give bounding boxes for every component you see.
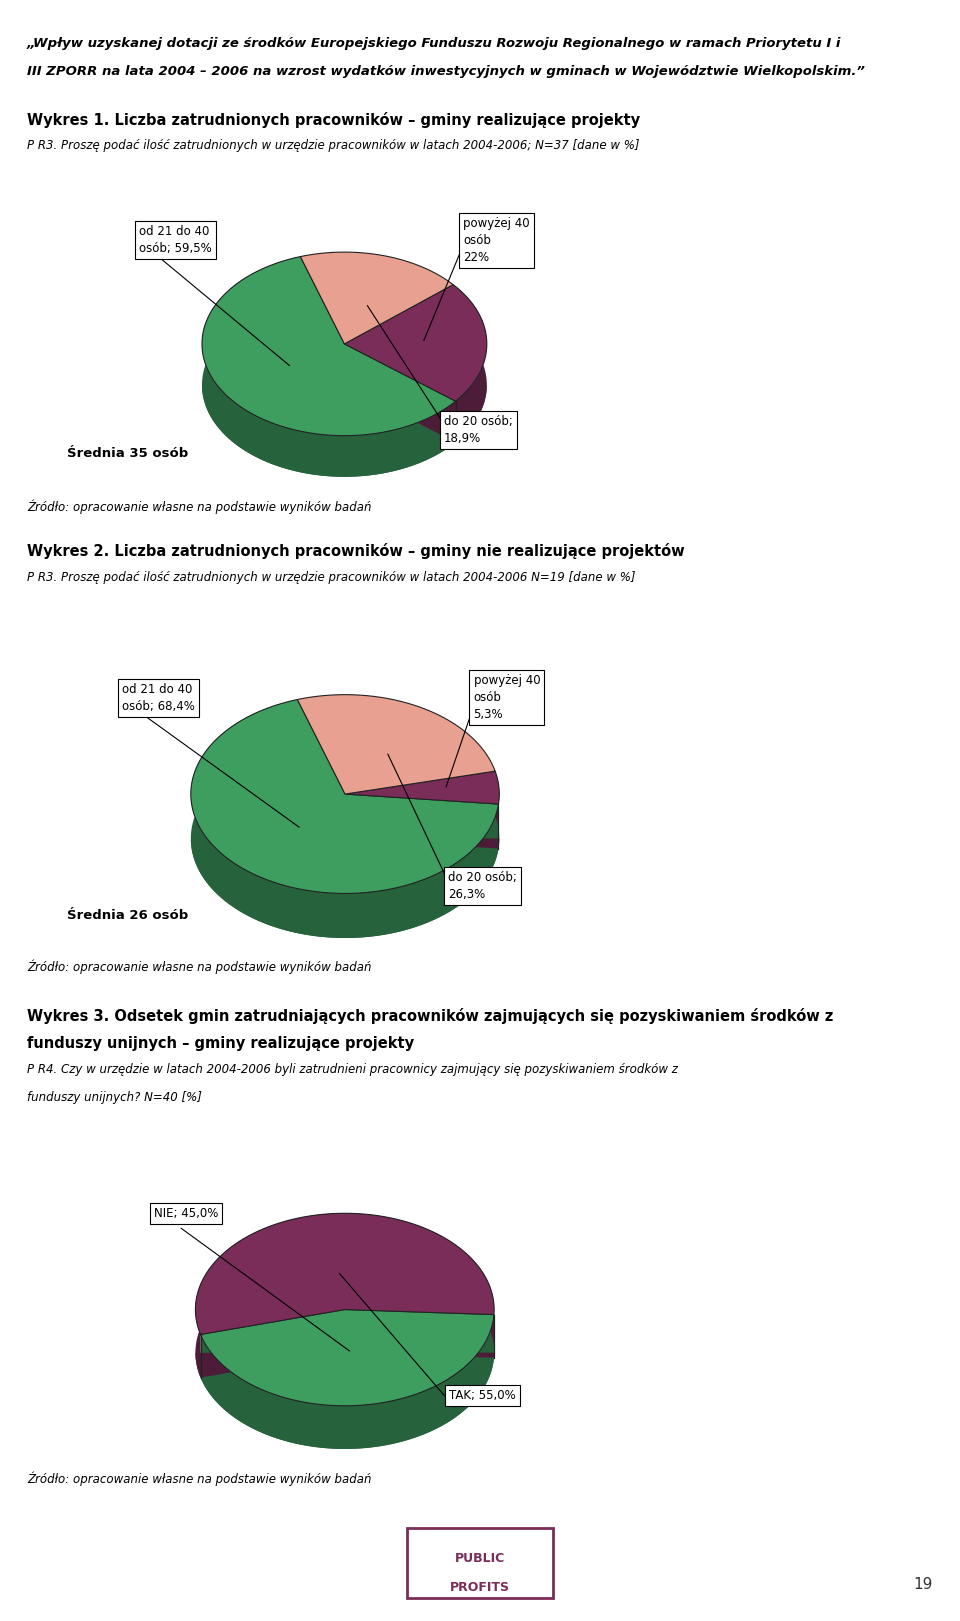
Polygon shape bbox=[453, 285, 487, 443]
Polygon shape bbox=[201, 1352, 494, 1449]
Text: III ZPORR na lata 2004 – 2006 na wzrost wydatków inwestycyjnych w gminach w Woje: III ZPORR na lata 2004 – 2006 na wzrost … bbox=[27, 65, 865, 78]
Text: powyżej 40
osób
5,3%: powyżej 40 osób 5,3% bbox=[473, 674, 540, 721]
Polygon shape bbox=[345, 838, 499, 848]
Polygon shape bbox=[201, 1315, 494, 1449]
Polygon shape bbox=[202, 256, 456, 477]
Polygon shape bbox=[191, 700, 498, 893]
Text: Średnia 35 osób: Średnia 35 osób bbox=[67, 447, 188, 460]
Polygon shape bbox=[300, 253, 453, 344]
Text: od 21 do 40
osób; 68,4%: od 21 do 40 osób; 68,4% bbox=[122, 682, 195, 713]
Text: TAK; 55,0%: TAK; 55,0% bbox=[449, 1389, 516, 1402]
Text: PROFITS: PROFITS bbox=[450, 1580, 510, 1593]
Polygon shape bbox=[202, 386, 456, 477]
Text: powyżej 40
osób
22%: powyżej 40 osób 22% bbox=[463, 217, 530, 264]
Text: PUBLIC: PUBLIC bbox=[455, 1553, 505, 1566]
Polygon shape bbox=[345, 386, 487, 443]
Text: NIE; 45,0%: NIE; 45,0% bbox=[154, 1206, 218, 1219]
Text: do 20 osób;
26,3%: do 20 osób; 26,3% bbox=[448, 870, 516, 901]
Text: Wykres 3. Odsetek gmin zatrudniających pracowników zajmujących się pozyskiwaniem: Wykres 3. Odsetek gmin zatrudniających p… bbox=[27, 1008, 833, 1024]
Polygon shape bbox=[202, 256, 456, 436]
Polygon shape bbox=[191, 838, 498, 939]
Text: „Wpływ uzyskanej dotacji ze środków Europejskiego Funduszu Rozwoju Regionalnego : „Wpływ uzyskanej dotacji ze środków Euro… bbox=[27, 37, 841, 50]
Text: Źródło: opracowanie własne na podstawie wyników badań: Źródło: opracowanie własne na podstawie … bbox=[27, 1472, 372, 1486]
Text: P R4. Czy w urzędzie w latach 2004-2006 byli zatrudnieni pracownicy zajmujący si: P R4. Czy w urzędzie w latach 2004-2006 … bbox=[27, 1063, 678, 1076]
Polygon shape bbox=[196, 1352, 494, 1378]
Polygon shape bbox=[196, 1213, 494, 1334]
Polygon shape bbox=[201, 1310, 494, 1405]
Text: Wykres 2. Liczba zatrudnionych pracowników – gminy nie realizujące projektów: Wykres 2. Liczba zatrudnionych pracownik… bbox=[27, 543, 684, 559]
Text: Źródło: opracowanie własne na podstawie wyników badań: Źródło: opracowanie własne na podstawie … bbox=[27, 960, 372, 974]
Text: Źródło: opracowanie własne na podstawie wyników badań: Źródło: opracowanie własne na podstawie … bbox=[27, 499, 372, 514]
Text: 19: 19 bbox=[914, 1577, 933, 1592]
Text: P R3. Proszę podać ilość zatrudnionych w urzędzie pracowników w latach 2004-2006: P R3. Proszę podać ilość zatrudnionych w… bbox=[27, 139, 639, 152]
Text: P R3. Proszę podać ilość zatrudnionych w urzędzie pracowników w latach 2004-2006: P R3. Proszę podać ilość zatrudnionych w… bbox=[27, 571, 636, 584]
Text: funduszy unijnych – gminy realizujące projekty: funduszy unijnych – gminy realizujące pr… bbox=[27, 1036, 414, 1050]
Text: do 20 osób;
18,9%: do 20 osób; 18,9% bbox=[444, 415, 513, 446]
Polygon shape bbox=[495, 772, 499, 848]
Text: od 21 do 40
osób; 59,5%: od 21 do 40 osób; 59,5% bbox=[138, 225, 211, 254]
FancyBboxPatch shape bbox=[406, 1527, 553, 1598]
Text: funduszy unijnych? N=40 [%]: funduszy unijnych? N=40 [%] bbox=[27, 1091, 202, 1104]
Polygon shape bbox=[196, 1213, 494, 1378]
Polygon shape bbox=[345, 285, 487, 402]
Polygon shape bbox=[298, 695, 495, 794]
Text: Wykres 1. Liczba zatrudnionych pracowników – gminy realizujące projekty: Wykres 1. Liczba zatrudnionych pracownik… bbox=[27, 112, 640, 128]
Polygon shape bbox=[191, 700, 498, 939]
Text: Średnia 26 osób: Średnia 26 osób bbox=[67, 909, 188, 922]
Polygon shape bbox=[345, 772, 499, 804]
